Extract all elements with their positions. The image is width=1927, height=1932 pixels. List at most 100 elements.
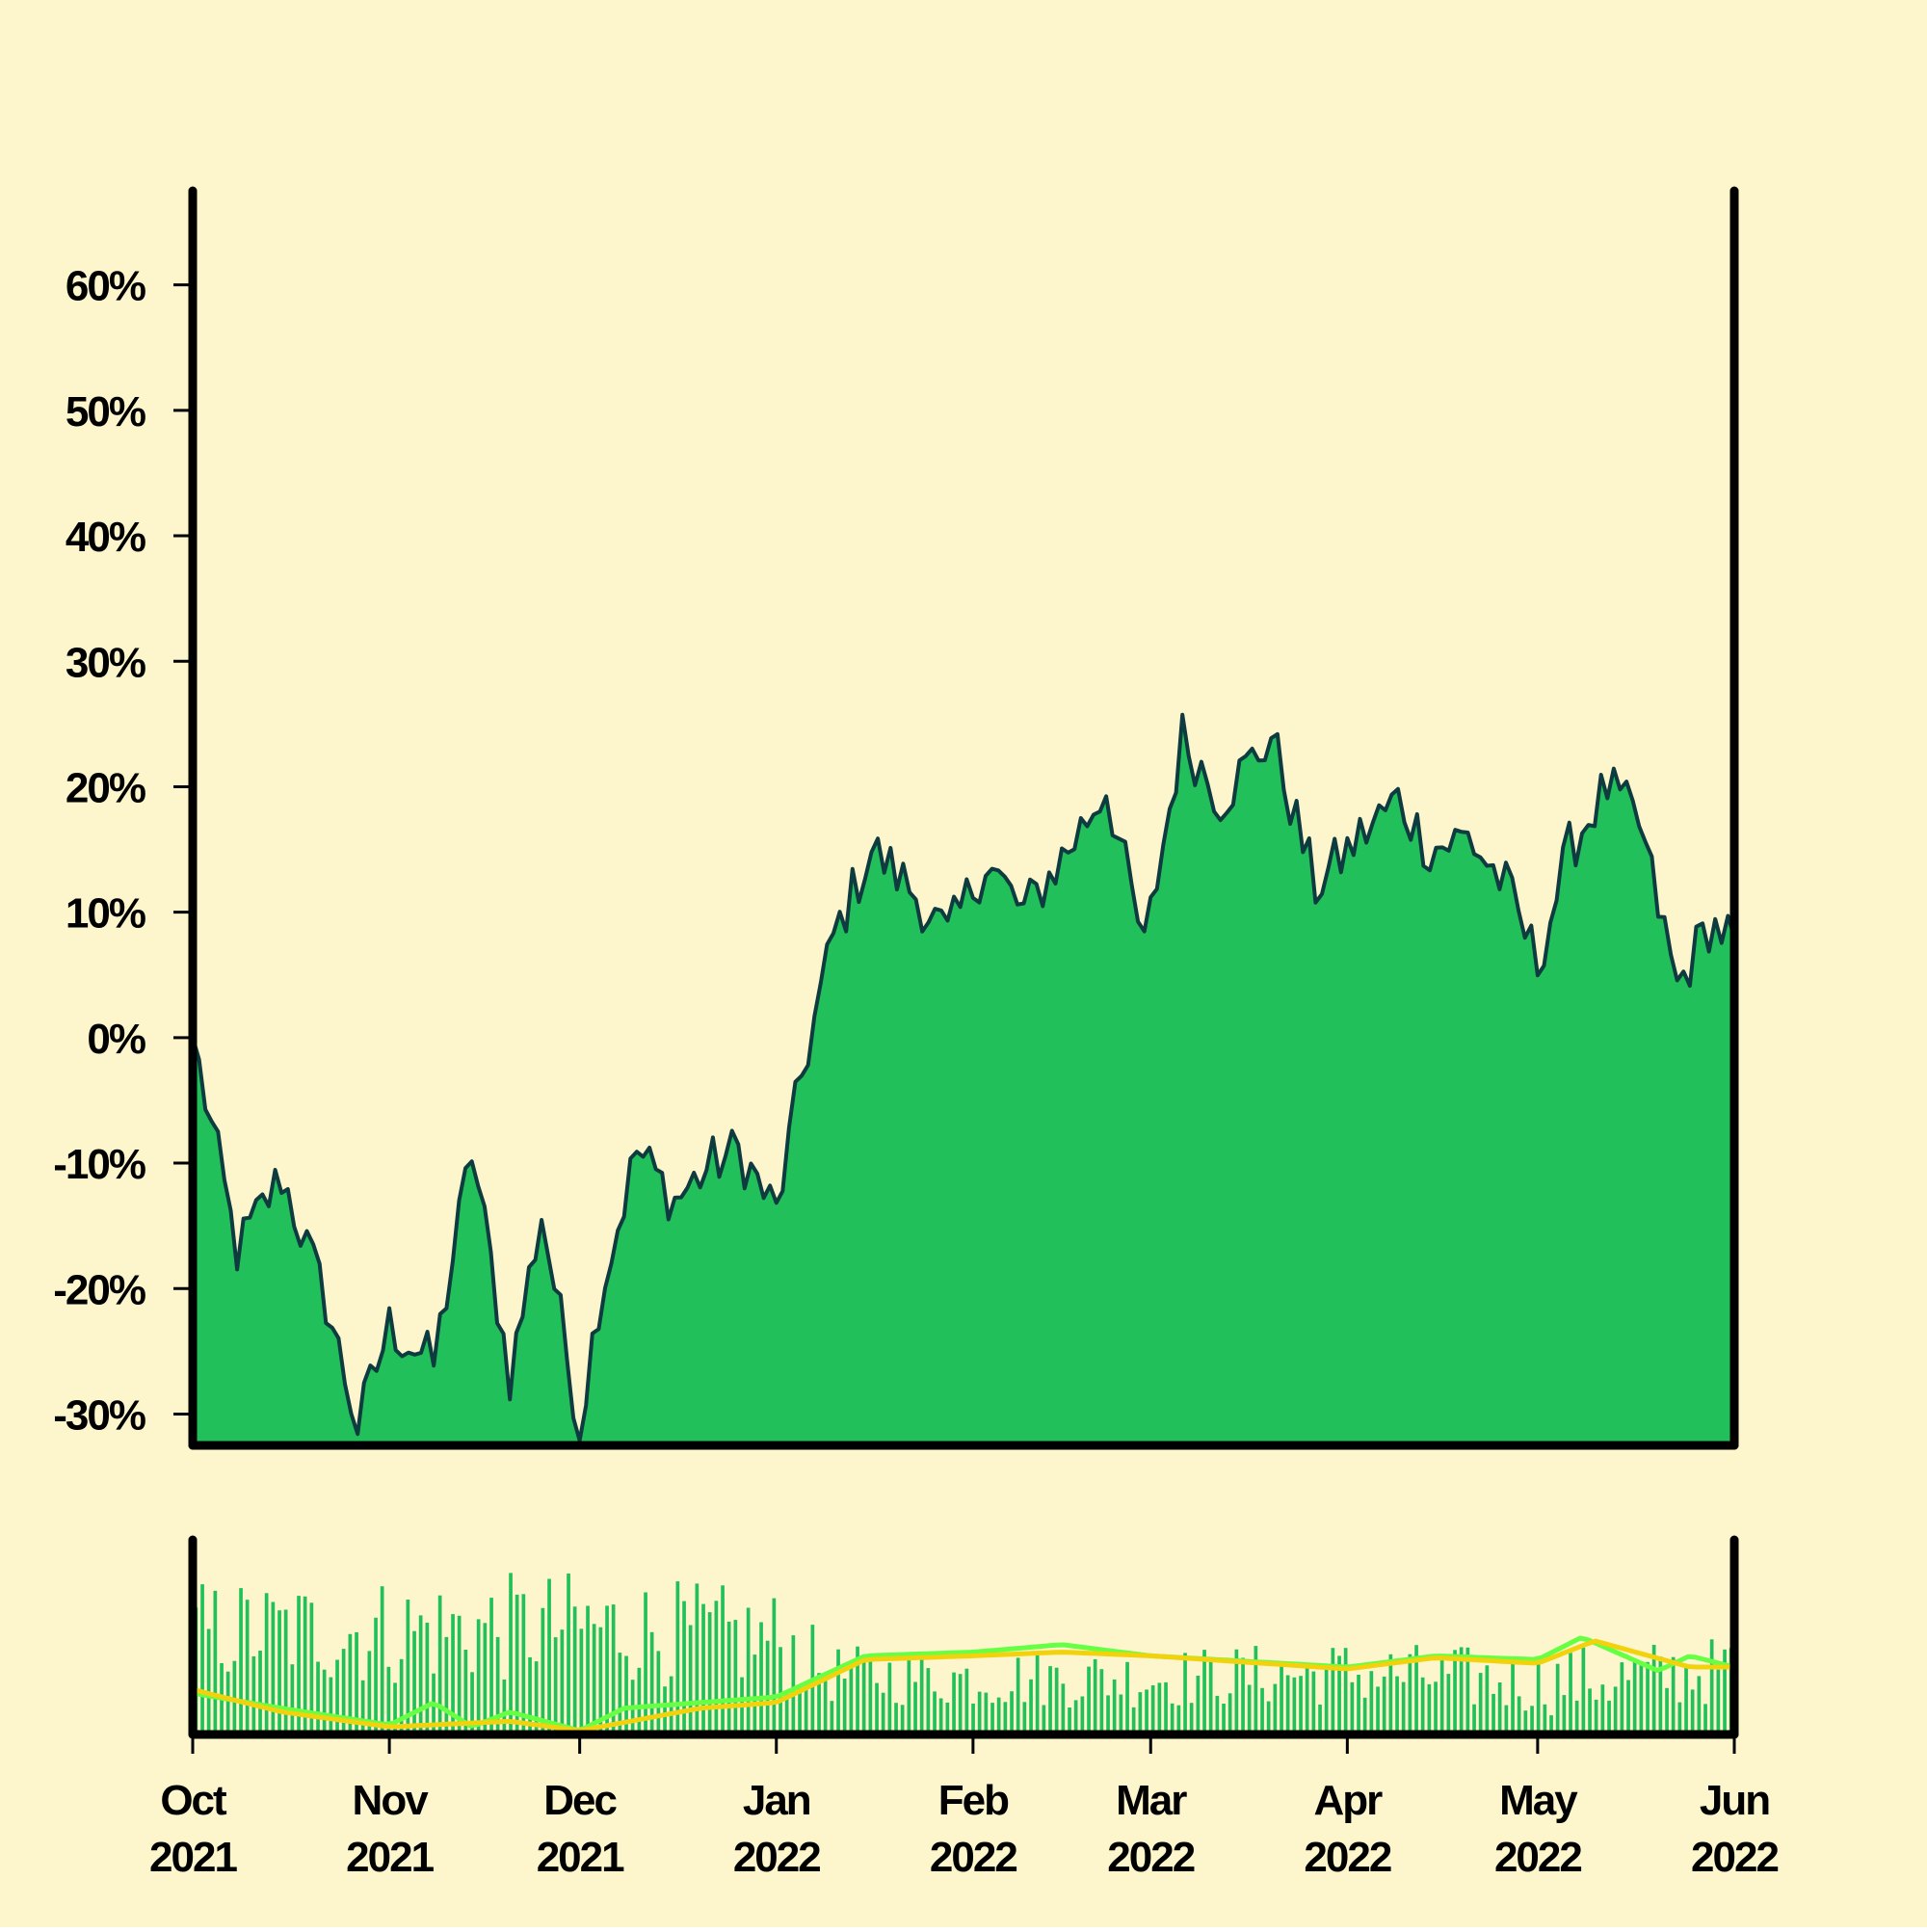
volume-bar — [933, 1691, 937, 1734]
volume-bar — [1157, 1682, 1162, 1734]
volume-bar — [1709, 1639, 1714, 1734]
volume-bar — [746, 1607, 751, 1734]
volume-bar — [875, 1682, 879, 1734]
volume-bar — [341, 1649, 346, 1734]
volume-bar — [258, 1651, 262, 1734]
volume-bar — [1620, 1662, 1624, 1734]
volume-bar — [913, 1681, 917, 1734]
volume-bar — [592, 1624, 596, 1734]
volume-bar — [386, 1666, 391, 1734]
volume-bar — [1651, 1645, 1656, 1734]
volume-bar — [489, 1598, 493, 1734]
volume-bar — [1093, 1658, 1097, 1734]
volume-bar — [675, 1581, 680, 1734]
axes-layer — [173, 186, 1739, 1754]
volume-bar — [752, 1654, 757, 1734]
volume-bar — [406, 1600, 410, 1734]
volume-bar — [1369, 1671, 1374, 1734]
volume-bar — [1420, 1677, 1425, 1734]
volume-bar — [360, 1680, 365, 1734]
volume-bar — [726, 1621, 731, 1734]
volume-bar — [1029, 1679, 1033, 1734]
volume-bar — [1543, 1704, 1547, 1734]
volume-bar — [1196, 1676, 1201, 1734]
moving-average-long-line — [192, 1638, 1734, 1734]
volume-bar — [1138, 1692, 1143, 1734]
volume-bar — [1427, 1683, 1432, 1734]
volume-bar — [297, 1596, 301, 1734]
tick-labels-layer: 60% 50% 40% 30% 20% 10% 0% -10% -20% -30% Oct 2021 N… — [53, 263, 1780, 1881]
x-tick-label-year: 2021 — [346, 1834, 434, 1881]
x-tick-label-month: Oct — [160, 1777, 227, 1824]
y-tick-label: 10% — [66, 890, 145, 938]
volume-bar — [1022, 1702, 1027, 1734]
volume-bar — [1080, 1696, 1085, 1734]
volume-bar — [1453, 1650, 1457, 1734]
x-tick-label-year: 2021 — [149, 1834, 237, 1881]
volume-bar — [1170, 1703, 1175, 1734]
volume-bar — [772, 1598, 777, 1734]
volume-bar — [1035, 1654, 1040, 1734]
volume-bar — [1658, 1656, 1663, 1734]
volume-bar — [567, 1574, 570, 1734]
volume-bar — [1536, 1659, 1541, 1734]
volume-bar — [861, 1657, 866, 1734]
x-tick-label-month: Mar — [1116, 1777, 1187, 1824]
volume-bar — [1639, 1664, 1644, 1734]
volume-bar — [1588, 1688, 1592, 1734]
volume-bar — [1600, 1684, 1605, 1734]
y-tick-label: 30% — [66, 639, 145, 686]
volume-bar — [798, 1687, 802, 1734]
volume-bar — [1478, 1673, 1483, 1734]
y-tick-label: -20% — [53, 1266, 145, 1313]
volume-bar — [656, 1651, 661, 1734]
volume-bar — [1530, 1706, 1534, 1734]
volume-bar — [1555, 1663, 1560, 1734]
volume-bar — [1189, 1703, 1194, 1734]
volume-bar — [1607, 1700, 1611, 1734]
volume-bar — [598, 1627, 603, 1734]
volume-bar — [322, 1669, 327, 1734]
volume-bar — [367, 1651, 372, 1734]
y-tick-label: 0% — [87, 1016, 145, 1063]
volume-bar — [245, 1600, 250, 1734]
volume-bar — [1106, 1695, 1110, 1734]
volume-bar — [534, 1661, 539, 1734]
volume-bar — [1048, 1666, 1052, 1734]
y-tick-label: 60% — [66, 263, 145, 310]
volume-bar — [1414, 1645, 1418, 1734]
volume-bar — [1646, 1661, 1650, 1734]
volume-bar — [945, 1702, 950, 1734]
volume-bar — [1222, 1704, 1226, 1734]
volume-bar — [1439, 1655, 1444, 1734]
volume-bar — [907, 1655, 911, 1734]
moving-average-short-line — [192, 1635, 1735, 1734]
volume-bar — [644, 1592, 647, 1734]
volume-bar — [1632, 1659, 1637, 1734]
volume-bar — [887, 1662, 892, 1734]
volume-bar — [1626, 1680, 1630, 1734]
volume-bar — [1054, 1667, 1059, 1734]
volume-bar — [1434, 1681, 1438, 1734]
volume-bar — [1299, 1676, 1303, 1734]
volume-bar — [393, 1682, 397, 1734]
volume-bar — [830, 1701, 834, 1734]
volume-bar — [1613, 1686, 1618, 1734]
volume-bar — [553, 1637, 558, 1734]
volume-bar — [733, 1620, 738, 1734]
volume-bar — [1176, 1705, 1181, 1734]
volume-bar — [611, 1604, 616, 1734]
volume-bar — [1125, 1661, 1129, 1734]
volume-bar — [1677, 1702, 1682, 1734]
volume-bar — [1099, 1669, 1104, 1734]
volume-bar — [682, 1601, 686, 1734]
volume-bar — [721, 1585, 725, 1734]
volume-bar — [1112, 1679, 1117, 1734]
volume-bar — [560, 1629, 565, 1734]
volume-bar — [572, 1606, 577, 1734]
volume-bar — [952, 1672, 956, 1734]
volume-bar — [355, 1631, 358, 1734]
volume-bar — [695, 1583, 700, 1734]
volume-bar — [990, 1703, 994, 1734]
